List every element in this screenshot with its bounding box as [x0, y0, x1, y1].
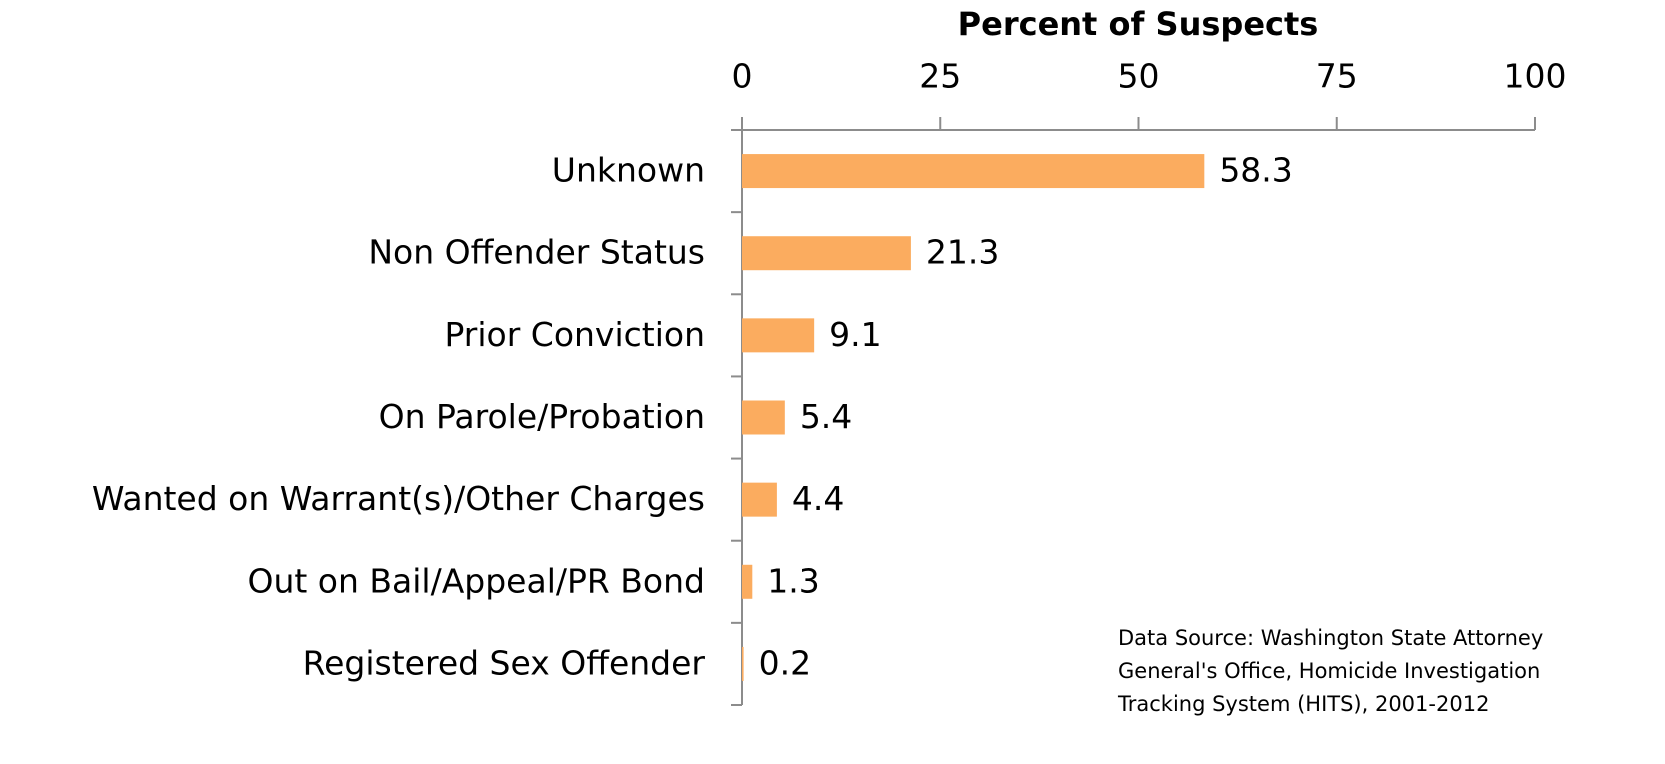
x-tick-label: 25 [919, 57, 961, 96]
category-label: Unknown [552, 151, 705, 190]
value-label: 1.3 [767, 561, 819, 600]
value-label: 58.3 [1219, 151, 1292, 190]
value-label: 9.1 [829, 315, 881, 354]
source-note: Data Source: Washington State Attorney [1118, 626, 1543, 650]
category-label: Out on Bail/Appeal/PR Bond [247, 561, 705, 600]
category-label: On Parole/Probation [379, 397, 705, 436]
bar [742, 400, 785, 435]
value-label: 21.3 [926, 233, 999, 272]
bar [742, 646, 744, 681]
axis-title: Percent of Suspects [958, 5, 1319, 43]
bar [742, 564, 753, 599]
category-label: Wanted on Warrant(s)/Other Charges [92, 479, 705, 518]
bar [742, 236, 911, 271]
category-label: Prior Conviction [444, 315, 705, 354]
value-label: 0.2 [759, 643, 811, 682]
value-label: 4.4 [792, 479, 844, 518]
x-tick-label: 100 [1504, 57, 1567, 96]
bar [742, 154, 1205, 189]
source-note: Tracking System (HITS), 2001-2012 [1117, 692, 1489, 716]
bar [742, 482, 777, 517]
source-note: General's Office, Homicide Investigation [1118, 659, 1540, 683]
x-tick-label: 75 [1316, 57, 1358, 96]
x-tick-label: 50 [1118, 57, 1160, 96]
value-label: 5.4 [800, 397, 852, 436]
bar [742, 318, 815, 353]
category-label: Non Offender Status [368, 233, 705, 272]
category-label: Registered Sex Offender [303, 643, 706, 682]
x-tick-label: 0 [732, 57, 753, 96]
